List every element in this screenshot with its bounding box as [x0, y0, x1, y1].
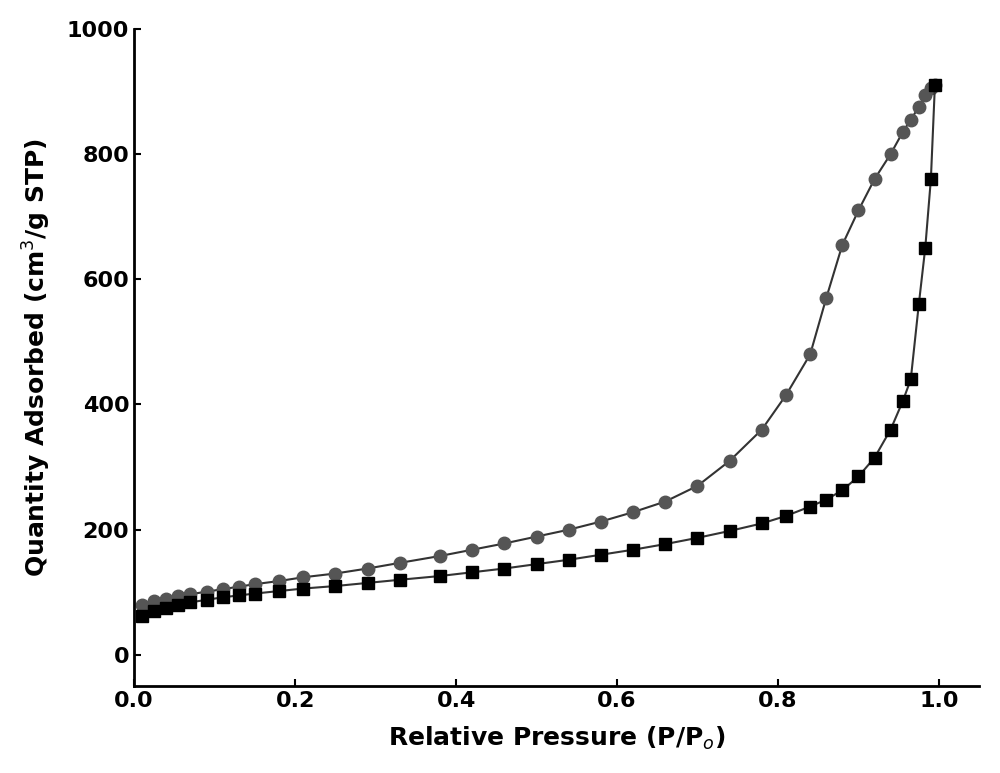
X-axis label: Relative Pressure (P/P$_o$): Relative Pressure (P/P$_o$) [388, 725, 725, 752]
Y-axis label: Quantity Adsorbed (cm$^3$/g STP): Quantity Adsorbed (cm$^3$/g STP) [21, 138, 53, 577]
